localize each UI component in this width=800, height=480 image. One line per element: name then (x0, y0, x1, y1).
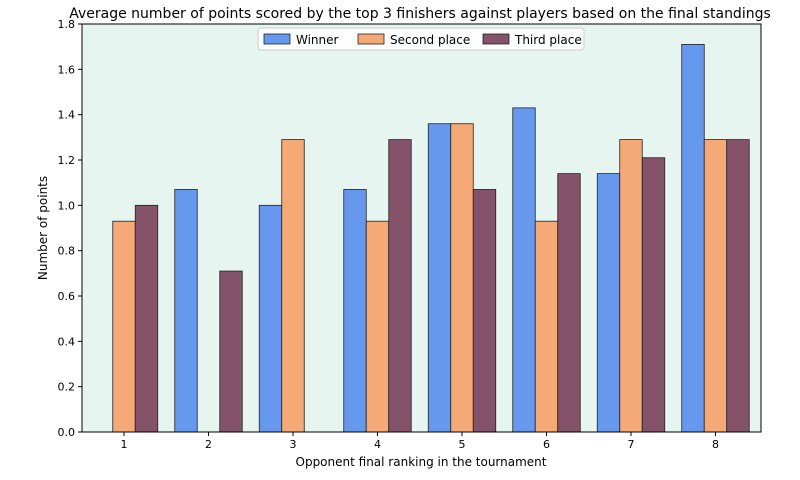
legend-swatch-third-place (482, 33, 510, 45)
x-axis-label: Opponent final ranking in the tournament (296, 455, 547, 469)
x-tick-label: 3 (290, 438, 297, 451)
y-tick-label: 0.2 (58, 381, 76, 394)
chart-title: Average number of points scored by the t… (69, 6, 771, 22)
bar-second-place-7 (619, 139, 643, 433)
bar-third-place-4 (388, 139, 412, 433)
bar-winner-2 (174, 189, 198, 433)
bar-third-place-1 (134, 204, 159, 433)
bars-group (112, 44, 750, 433)
y-tick-label: 1.2 (58, 154, 76, 167)
bar-second-place-5 (450, 123, 474, 433)
y-axis: 0.0 0.2 0.4 0.6 0.8 1.0 1.2 1.4 1.6 1.8 (58, 18, 82, 439)
legend-swatch-winner (263, 33, 291, 45)
bar-winner-4 (343, 189, 367, 433)
legend-label-third-place: Third place (514, 33, 582, 47)
legend-label-second-place: Second place (390, 33, 470, 47)
legend-box (257, 27, 585, 51)
bar-third-place-5 (472, 189, 497, 433)
bar-winner-6 (512, 107, 536, 433)
legend-label-winner: Winner (296, 33, 339, 47)
bar-second-place-3 (281, 139, 305, 433)
bar-winner-3 (258, 204, 283, 433)
x-tick-label: 5 (459, 438, 466, 451)
legend: Winner Second place Third place (257, 27, 585, 51)
plot-frame (81, 23, 762, 433)
y-tick-label: 0.8 (58, 245, 76, 258)
bar-third-place-7 (641, 157, 666, 433)
bar-second-place-1 (112, 220, 136, 433)
y-tick-label: 1.4 (58, 109, 76, 122)
x-tick-label: 4 (374, 438, 381, 451)
y-tick-label: 1.0 (58, 199, 76, 212)
y-tick-label: 1.8 (58, 18, 76, 31)
bar-second-place-4 (365, 220, 390, 433)
bar-third-place-8 (726, 139, 750, 433)
x-axis: 1 2 3 4 5 6 7 8 (121, 432, 719, 451)
bar-third-place-6 (557, 173, 581, 433)
y-tick-label: 1.6 (58, 63, 76, 76)
legend-swatch-second-place (357, 33, 385, 45)
x-tick-label: 1 (121, 438, 128, 451)
y-tick-label: 0.4 (58, 335, 76, 348)
x-tick-label: 7 (628, 438, 635, 451)
y-axis-label: Number of points (36, 176, 50, 280)
x-tick-label: 6 (543, 438, 550, 451)
y-tick-label: 0.0 (58, 426, 76, 439)
bar-third-place-2 (219, 270, 243, 433)
y-tick-label: 0.6 (58, 290, 76, 303)
bar-winner-8 (681, 44, 705, 433)
bar-winner-5 (427, 123, 452, 433)
bar-winner-7 (596, 173, 621, 433)
x-tick-label: 8 (712, 438, 719, 451)
bar-second-place-8 (703, 139, 728, 433)
bar-second-place-6 (534, 220, 559, 433)
x-tick-label: 2 (205, 438, 212, 451)
